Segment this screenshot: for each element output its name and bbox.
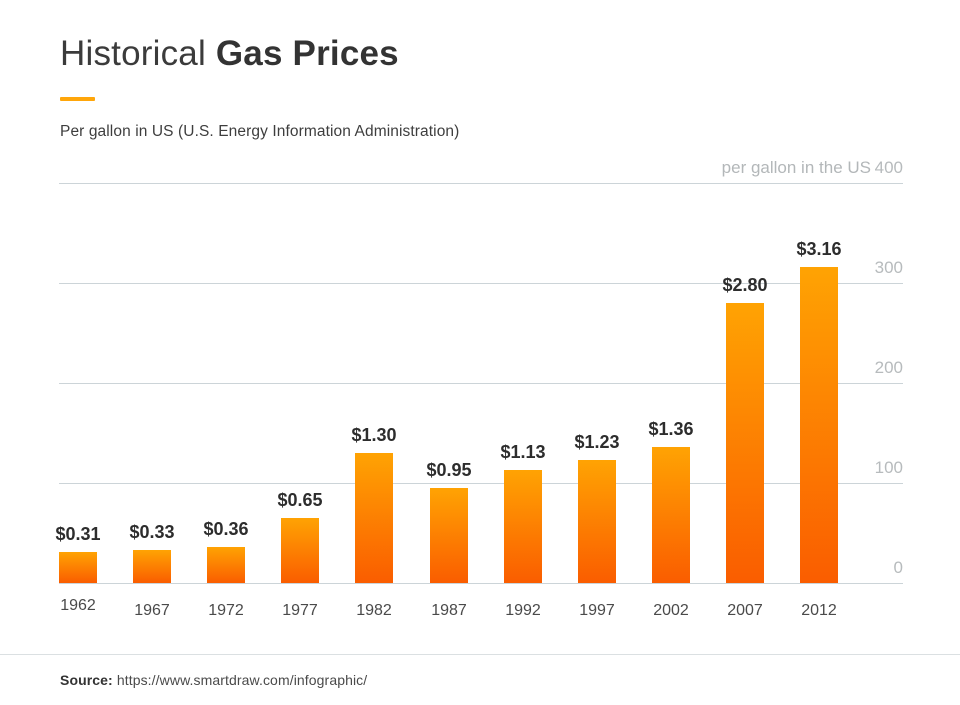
x-tick-label: 1962 (60, 597, 96, 614)
chart-subtitle: Per gallon in US (U.S. Energy Informatio… (60, 123, 460, 140)
bar-value-label: $1.30 (351, 425, 397, 445)
bar (59, 552, 97, 583)
x-tick-label: 1982 (356, 602, 392, 619)
bar (800, 267, 838, 583)
grid-line (59, 183, 903, 184)
source-label: Source: (60, 672, 113, 688)
bar (355, 453, 393, 583)
grid-line (59, 383, 903, 384)
grid-line (59, 583, 903, 584)
bar (281, 518, 319, 583)
title-accent-rule (60, 97, 95, 101)
x-tick-label: 1977 (282, 602, 318, 619)
bar-value-label: $0.65 (277, 490, 323, 510)
y-tick-label: 200 (874, 358, 903, 377)
bar-value-label: $0.33 (129, 522, 175, 542)
x-tick-label: 1992 (505, 602, 541, 619)
x-tick-label: 2007 (727, 602, 763, 619)
bar (578, 460, 616, 583)
x-tick-label: 1967 (134, 602, 170, 619)
source-line: Source: https://www.smartdraw.com/infogra… (60, 672, 367, 688)
x-tick-label: 2012 (801, 602, 837, 619)
bar-value-label: $1.36 (648, 419, 694, 439)
bar (504, 470, 542, 583)
bar (133, 550, 171, 583)
grid-line (59, 483, 903, 484)
axis-unit-note: per gallon in the US (721, 158, 871, 177)
page-title-light: Historical (60, 34, 206, 73)
bar-value-label: $2.80 (722, 275, 768, 295)
footer-divider (0, 654, 960, 655)
y-tick-label: 0 (893, 558, 903, 577)
y-tick-label: 400 (874, 158, 903, 177)
bar-value-label: $3.16 (796, 239, 842, 259)
source-url: https://www.smartdraw.com/infographic/ (116, 672, 368, 688)
x-tick-label: 1972 (208, 602, 244, 619)
bar (207, 547, 245, 583)
bar-value-label: $0.95 (426, 460, 472, 480)
bar (726, 303, 764, 583)
bar-value-label: $1.13 (500, 442, 546, 462)
x-tick-label: 1997 (579, 602, 615, 619)
bar (652, 447, 690, 583)
bar-value-label: $0.36 (203, 519, 249, 539)
x-tick-label: 1987 (431, 602, 467, 619)
grid-line (59, 283, 903, 284)
page-title-bold: Gas Prices (215, 34, 399, 73)
page-title: Historical Gas Prices (60, 34, 399, 74)
bar (430, 488, 468, 583)
x-tick-label: 2002 (653, 602, 689, 619)
bar-value-label: $0.31 (55, 524, 101, 544)
y-tick-label: 100 (874, 458, 903, 477)
y-tick-label: 300 (874, 258, 903, 277)
bar-value-label: $1.23 (574, 432, 620, 452)
